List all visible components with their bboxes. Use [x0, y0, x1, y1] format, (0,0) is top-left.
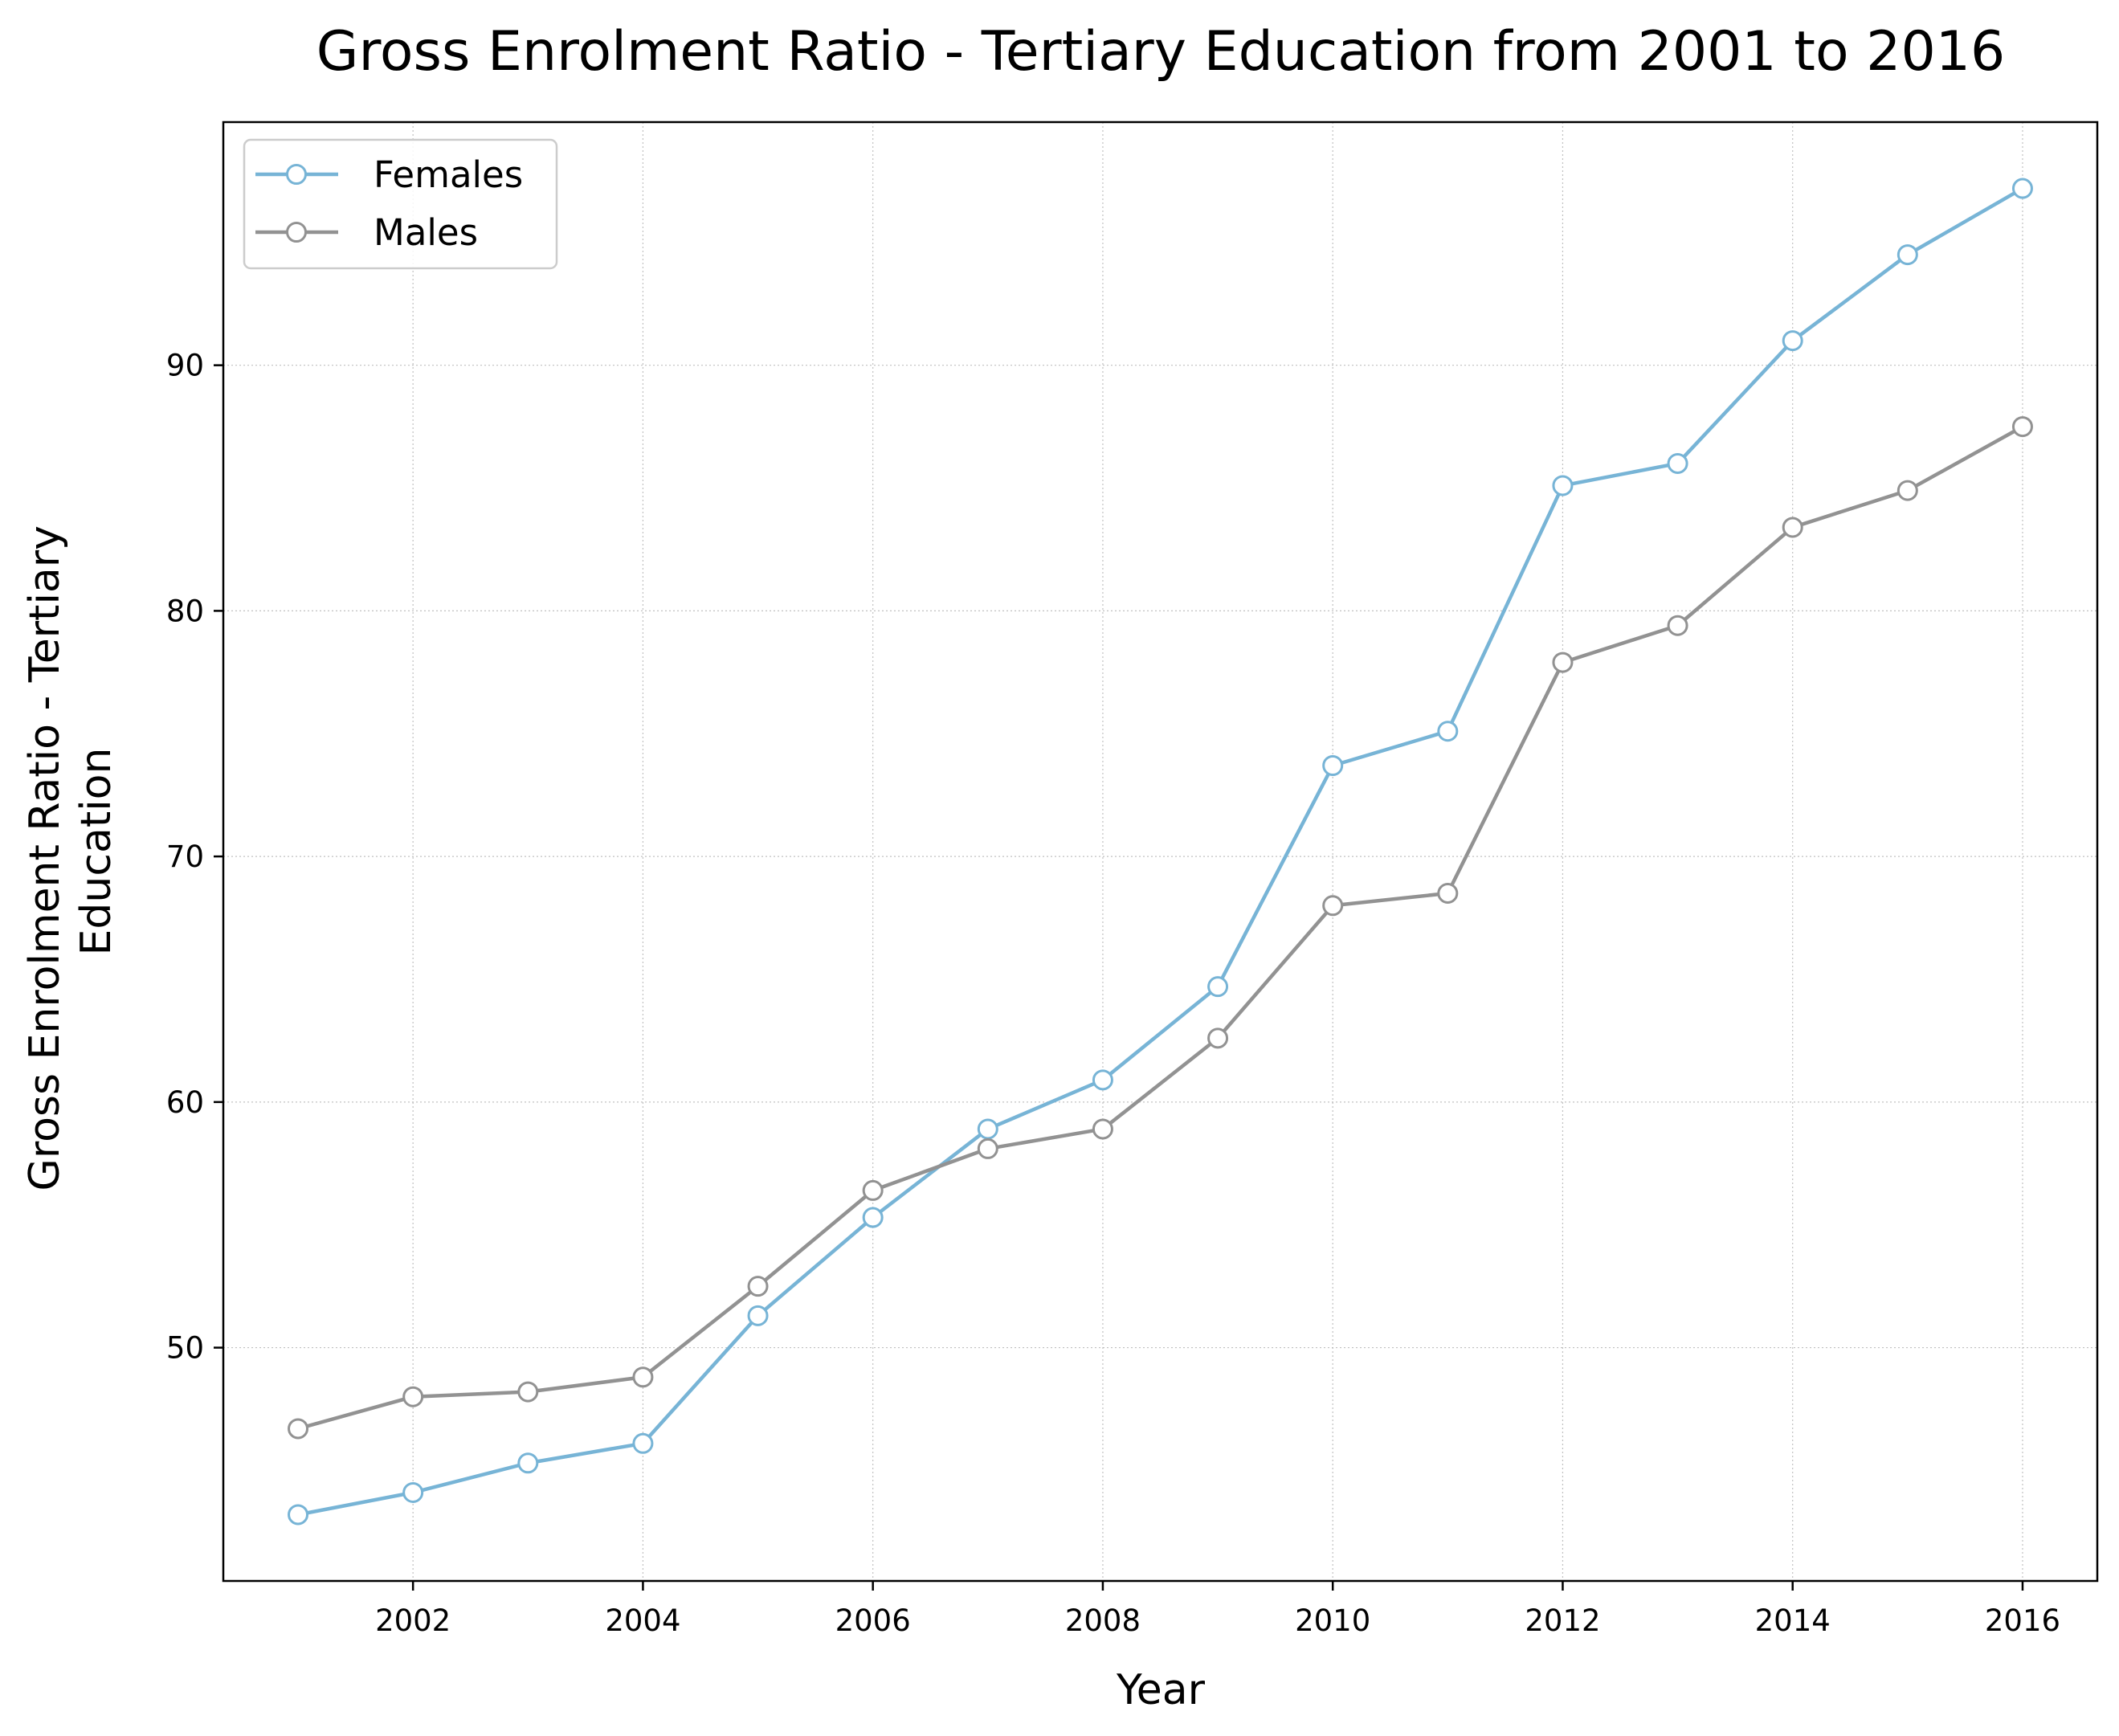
- y-tick-label-50: 50: [166, 1331, 204, 1366]
- data-point-males-2013: [1667, 615, 1688, 636]
- y-axis-label-line-1: Gross Enrolment Ratio - Tertiary: [21, 525, 69, 1191]
- y-tick-label-60: 60: [166, 1085, 204, 1120]
- legend: Females Males: [243, 138, 558, 270]
- data-point-females-2001: [288, 1504, 309, 1526]
- data-point-females-2010: [1322, 754, 1344, 776]
- data-point-females-2006: [862, 1207, 884, 1228]
- data-point-females-2009: [1207, 976, 1229, 998]
- data-point-females-2012: [1552, 475, 1574, 496]
- data-point-males-2003: [517, 1381, 539, 1403]
- legend-label-males: Males: [374, 211, 478, 254]
- data-point-males-2008: [1092, 1118, 1113, 1140]
- data-point-females-2003: [517, 1452, 539, 1474]
- x-tick-label-2008: 2008: [1065, 1603, 1141, 1638]
- x-tick-label-2016: 2016: [1985, 1603, 2060, 1638]
- series-line-females: [297, 186, 2024, 1517]
- data-point-females-2016: [2011, 178, 2033, 199]
- y-axis-label-line-2: Education: [72, 748, 120, 956]
- legend-marker-females: [286, 164, 307, 185]
- data-point-males-2004: [632, 1366, 654, 1388]
- data-point-females-2007: [977, 1118, 998, 1140]
- data-point-males-2011: [1437, 882, 1459, 904]
- x-tick-label-2012: 2012: [1525, 1603, 1600, 1638]
- legend-label-females: Females: [374, 153, 523, 196]
- y-tick-label-90: 90: [166, 349, 204, 383]
- data-point-males-2009: [1207, 1027, 1229, 1049]
- data-point-females-2004: [632, 1432, 654, 1454]
- data-point-females-2002: [402, 1481, 424, 1503]
- data-point-males-2002: [402, 1386, 424, 1407]
- data-point-females-2008: [1092, 1069, 1113, 1091]
- data-point-males-2005: [747, 1276, 769, 1297]
- x-axis-label: Year: [1116, 1666, 1206, 1714]
- y-axis-label: Gross Enrolment Ratio - Tertiary Educati…: [21, 513, 120, 1191]
- x-tick-label-2010: 2010: [1295, 1603, 1370, 1638]
- series-layer: [288, 178, 2033, 1526]
- y-axis-ticks: 50 60 70 80 90: [166, 349, 223, 1366]
- data-point-males-2014: [1782, 517, 1803, 538]
- data-point-females-2014: [1782, 330, 1803, 352]
- x-tick-label-2014: 2014: [1755, 1603, 1831, 1638]
- x-axis-ticks: 2002 2004 2006 2008 2010 2012 2014 2016: [375, 1581, 2060, 1638]
- chart-title: Gross Enrolment Ratio - Tertiary Educati…: [316, 20, 2006, 84]
- data-point-males-2006: [862, 1179, 884, 1201]
- grid-lines: [223, 122, 2097, 1581]
- plot-area-frame: [222, 120, 2099, 1583]
- data-point-females-2005: [747, 1305, 769, 1326]
- data-point-males-2015: [1896, 480, 1918, 501]
- x-tick-label-2006: 2006: [835, 1603, 911, 1638]
- legend-box: [243, 138, 558, 270]
- y-tick-label-80: 80: [166, 594, 204, 628]
- series-line-males: [297, 425, 2024, 1431]
- data-point-males-2016: [2011, 416, 2033, 438]
- data-point-males-2010: [1322, 895, 1344, 917]
- data-point-males-2007: [977, 1138, 998, 1159]
- data-point-males-2001: [288, 1418, 309, 1440]
- data-point-females-2011: [1437, 721, 1459, 742]
- data-point-males-2012: [1552, 652, 1574, 673]
- x-tick-label-2004: 2004: [605, 1603, 680, 1638]
- data-point-females-2015: [1896, 244, 1918, 266]
- legend-marker-males: [286, 222, 307, 243]
- y-tick-label-70: 70: [166, 839, 204, 874]
- data-point-females-2013: [1667, 452, 1688, 474]
- x-tick-label-2002: 2002: [375, 1603, 451, 1638]
